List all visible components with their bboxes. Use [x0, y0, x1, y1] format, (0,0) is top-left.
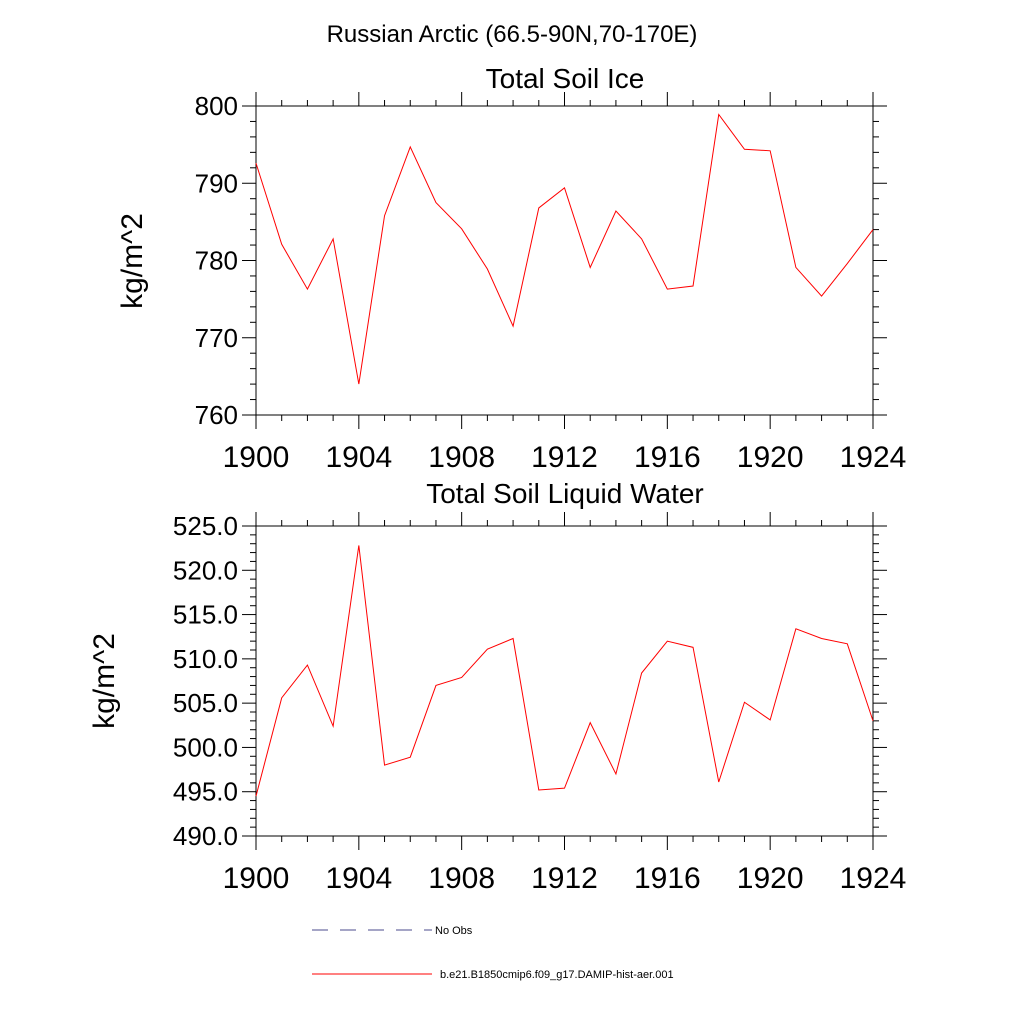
- x-tick-label: 1920: [737, 862, 804, 895]
- y-tick-label: 800: [195, 91, 238, 121]
- x-tick-label: 1900: [223, 441, 290, 474]
- y-axis-label: kg/m^2: [116, 213, 149, 309]
- y-tick-label: 770: [195, 323, 238, 353]
- series-line: [255, 113, 874, 385]
- panel-soil-ice: Total Soil Ice kg/m^2 1900 1904 1908 1912 19…: [116, 63, 906, 474]
- y-tick-label: 505.0: [173, 688, 238, 718]
- plot-frame: [255, 525, 874, 837]
- x-tick-label: 1900: [223, 862, 290, 895]
- y-tick-label: 780: [195, 246, 238, 276]
- y-tick-label: 790: [195, 168, 238, 198]
- x-tick-label: 1916: [634, 862, 701, 895]
- x-tick-label: 1924: [840, 441, 907, 474]
- y-tick-label: 520.0: [173, 555, 238, 585]
- legend-label-model: b.e21.B1850cmip6.f09_g17.DAMIP-hist-aer.…: [440, 969, 674, 981]
- main-title: Russian Arctic (66.5-90N,70-170E): [327, 21, 698, 48]
- y-tick-label: 490.0: [173, 821, 238, 851]
- x-tick-label: 1924: [840, 862, 907, 895]
- y-tick-label: 510.0: [173, 644, 238, 674]
- series-line: [255, 545, 874, 797]
- x-tick-label: 1904: [325, 862, 392, 895]
- x-tick-label: 1908: [428, 862, 495, 895]
- x-tick-label: 1912: [531, 441, 598, 474]
- x-tick-label: 1916: [634, 441, 701, 474]
- panel-title: Total Soil Liquid Water: [426, 478, 704, 509]
- panel-title: Total Soil Ice: [486, 63, 645, 94]
- y-tick-label: 500.0: [173, 732, 238, 762]
- x-tick-label: 1920: [737, 441, 804, 474]
- legend: No Obs b.e21.B1850cmip6.f09_g17.DAMIP-hi…: [312, 925, 674, 981]
- x-tick-label: 1904: [325, 441, 392, 474]
- panel-soil-liquid-water: Total Soil Liquid Water kg/m^2 1900 1904 1…: [88, 478, 906, 895]
- y-tick-label: 495.0: [173, 777, 238, 807]
- plot-frame: [255, 105, 874, 416]
- x-tick-label: 1908: [428, 441, 495, 474]
- y-tick-label: 525.0: [173, 511, 238, 541]
- y-tick-label: 515.0: [173, 600, 238, 630]
- y-tick-label: 760: [195, 400, 238, 430]
- x-tick-label: 1912: [531, 862, 598, 895]
- y-axis-label: kg/m^2: [88, 633, 121, 729]
- legend-label-no-obs: No Obs: [435, 925, 473, 937]
